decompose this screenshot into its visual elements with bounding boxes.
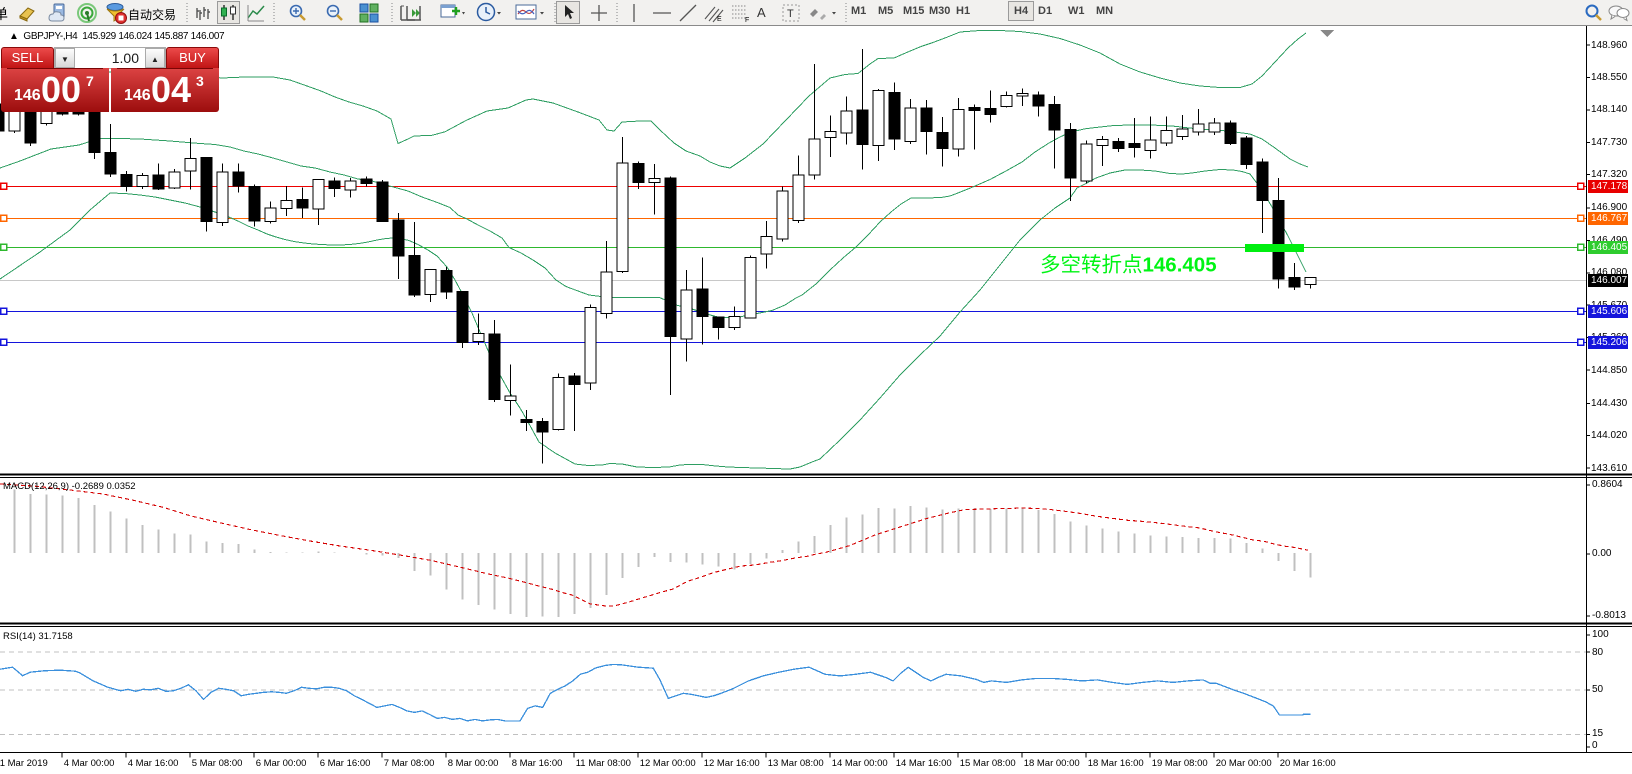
svg-text:多空转折点146.405: 多空转折点146.405 (1040, 254, 1217, 277)
svg-text:T: T (787, 8, 794, 20)
svg-text:E: E (717, 16, 722, 23)
svg-text:F: F (745, 17, 749, 23)
